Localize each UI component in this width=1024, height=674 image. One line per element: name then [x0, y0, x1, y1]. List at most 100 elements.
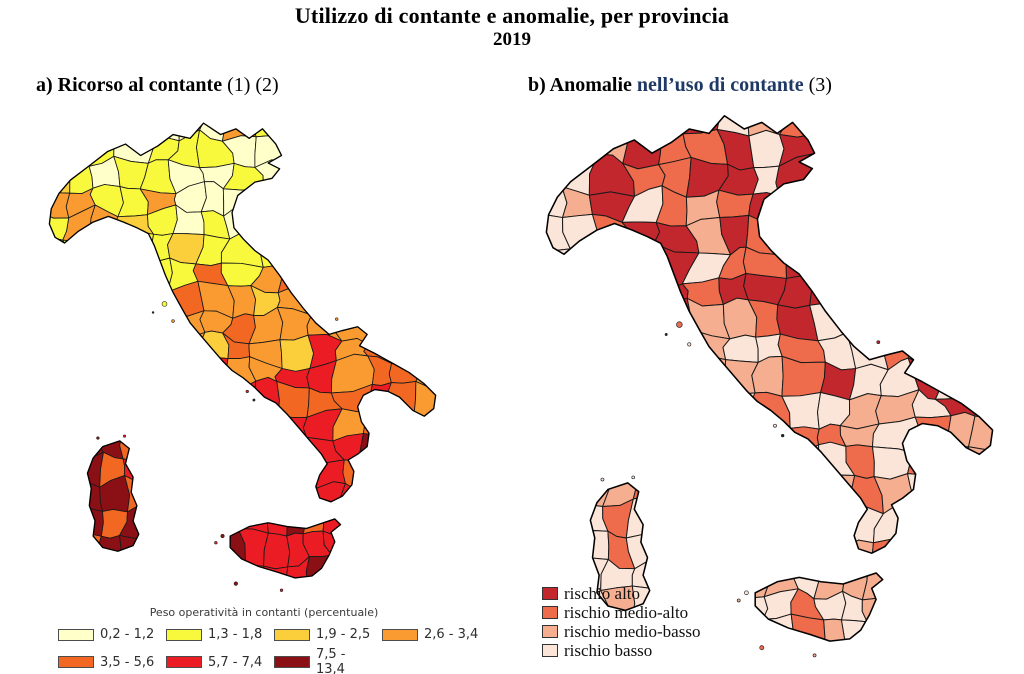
province — [87, 506, 104, 538]
province — [392, 456, 425, 487]
province — [49, 438, 60, 462]
province — [546, 503, 573, 542]
province — [362, 134, 402, 161]
province — [546, 303, 569, 341]
province — [964, 156, 993, 191]
legend-a-item: 1,3 - 1,8 — [166, 627, 266, 642]
province — [942, 115, 977, 135]
province — [810, 180, 851, 223]
province — [278, 123, 316, 137]
province — [625, 309, 667, 342]
province — [63, 483, 92, 502]
province — [49, 490, 73, 502]
province — [696, 391, 725, 424]
province — [81, 287, 121, 317]
province — [546, 536, 566, 554]
province — [196, 466, 231, 496]
province — [812, 133, 854, 155]
province — [905, 296, 953, 343]
province — [850, 244, 883, 279]
province — [745, 214, 784, 256]
panel-a-heading: a) Ricorso al contante (1) (2) — [36, 74, 279, 97]
province — [935, 212, 987, 256]
province — [387, 155, 429, 185]
province — [172, 380, 201, 420]
province — [546, 384, 559, 426]
province — [909, 268, 953, 306]
province — [391, 334, 427, 367]
province — [940, 250, 984, 284]
province — [840, 619, 870, 642]
province — [249, 414, 289, 445]
province — [414, 209, 436, 243]
small-island — [252, 398, 256, 402]
province — [876, 268, 916, 309]
province — [876, 299, 914, 343]
province — [849, 152, 888, 185]
province — [307, 127, 342, 168]
province — [874, 131, 920, 167]
legend-b-swatch — [542, 606, 558, 619]
province — [546, 442, 565, 479]
province — [414, 234, 436, 270]
province — [971, 115, 993, 132]
province — [546, 277, 569, 312]
legend-b-item: rischio basso — [542, 641, 700, 660]
province — [370, 231, 401, 264]
province — [845, 270, 887, 309]
province — [755, 615, 769, 642]
province — [330, 159, 371, 188]
province — [60, 330, 95, 366]
province — [555, 354, 600, 392]
province — [415, 436, 436, 467]
province — [653, 472, 696, 511]
province — [313, 183, 346, 220]
province — [622, 115, 662, 140]
legend-a-label: 0,2 - 1,2 — [100, 627, 155, 642]
province — [305, 216, 346, 242]
small-island — [233, 581, 238, 586]
legend-b-label: rischio medio-basso — [564, 621, 701, 641]
small-island — [773, 423, 777, 428]
legend-a-swatch — [274, 656, 310, 668]
province — [284, 459, 318, 489]
province — [419, 183, 436, 215]
panel-b-heading: b) Anomalie nell’uso di contante (3) — [528, 74, 832, 97]
province — [654, 505, 696, 534]
province — [964, 469, 993, 512]
province — [718, 472, 762, 516]
province — [248, 205, 292, 242]
legend-a-swatch — [382, 628, 418, 641]
province — [389, 281, 429, 314]
province — [60, 129, 96, 167]
province — [653, 527, 698, 554]
province — [554, 442, 595, 476]
legend-b-swatch — [542, 587, 558, 600]
province — [427, 261, 436, 288]
province — [554, 280, 598, 312]
province — [716, 189, 754, 219]
province — [119, 231, 154, 268]
legend-a-item: 7,5 - 13,4 — [274, 647, 374, 674]
province — [390, 408, 419, 441]
province — [226, 434, 258, 468]
province — [907, 154, 951, 192]
province — [815, 215, 858, 252]
choropleth-map-cash-usage — [48, 122, 437, 592]
small-island — [96, 436, 100, 440]
province — [716, 504, 763, 543]
province — [421, 335, 436, 367]
province — [230, 561, 246, 578]
province — [841, 215, 883, 252]
province — [49, 335, 64, 366]
province — [778, 115, 819, 138]
province — [779, 426, 820, 459]
province — [874, 115, 920, 137]
province — [147, 465, 174, 496]
panel-b-heading-bold: b) Anomalie — [528, 74, 632, 96]
province — [713, 445, 759, 483]
province — [941, 326, 985, 368]
province — [333, 238, 374, 262]
province — [939, 446, 970, 477]
province — [281, 484, 318, 502]
